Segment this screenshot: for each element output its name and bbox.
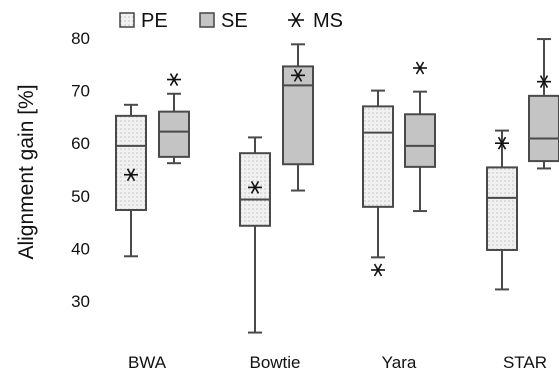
iqr-box [404, 113, 436, 168]
y-axis-ticks: 30 40 50 60 70 80 [71, 29, 90, 311]
y-tick-label: 60 [71, 134, 90, 153]
y-tick-label: 70 [71, 82, 90, 101]
iqr-box [239, 152, 271, 227]
y-tick-label: 30 [71, 292, 90, 311]
legend-se-label: SE [221, 10, 248, 32]
iqr-box [486, 166, 518, 251]
pe-box [115, 103, 147, 258]
x-category-label: Bowtie [249, 353, 300, 372]
iqr-box [362, 105, 394, 208]
y-axis-label: Alignment gain [%] [15, 84, 38, 259]
ms-marker [167, 73, 181, 86]
ms-marker [291, 68, 305, 82]
plot-area [115, 38, 559, 334]
ms-marker [537, 75, 551, 89]
x-category-label: BWA [128, 353, 167, 372]
iqr-box [282, 65, 314, 166]
y-tick-label: 80 [71, 29, 90, 48]
x-category-label: Yara [382, 353, 417, 372]
x-category-label: STAR [503, 353, 547, 372]
se-box [158, 92, 190, 165]
se-box [404, 90, 436, 213]
se-box [282, 43, 314, 192]
legend-ms-marker [288, 12, 304, 28]
ms-marker [495, 136, 509, 150]
iqr-box [528, 94, 559, 163]
ms-marker [371, 263, 385, 277]
pe-box [362, 89, 394, 259]
ms-marker [413, 61, 427, 75]
x-axis-categories: BWA Bowtie Yara STAR [128, 353, 547, 372]
legend-pe-label: PE [141, 10, 168, 32]
y-tick-label: 50 [71, 187, 90, 206]
ms-marker [248, 180, 262, 194]
legend-ms-label: MS [313, 10, 343, 32]
pe-box [486, 129, 518, 291]
ms-marker [124, 168, 138, 182]
iqr-box [158, 110, 190, 158]
se-box [528, 38, 559, 170]
iqr-box [115, 114, 147, 212]
y-tick-label: 40 [71, 239, 90, 258]
legend-pe-swatch [119, 12, 135, 28]
legend: PE SE MS [119, 10, 343, 32]
pe-box [239, 136, 271, 334]
legend-se-swatch [199, 12, 215, 28]
